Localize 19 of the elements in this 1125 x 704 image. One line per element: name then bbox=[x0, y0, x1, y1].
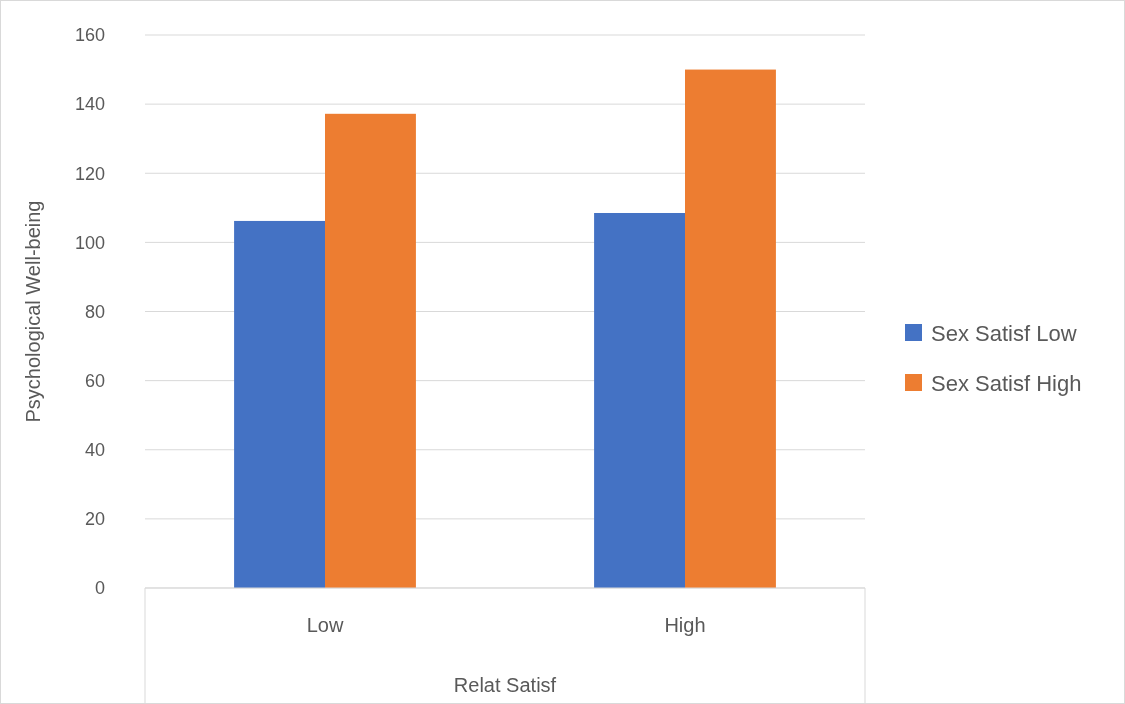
y-tick-label: 80 bbox=[84, 301, 105, 322]
bar bbox=[594, 213, 685, 588]
legend-label: Sex Satisf Low bbox=[931, 320, 1077, 346]
y-tick-label: 20 bbox=[84, 509, 105, 530]
bar bbox=[234, 220, 325, 588]
y-tick-label: 100 bbox=[74, 232, 105, 253]
y-tick-label: 0 bbox=[94, 578, 105, 599]
bar bbox=[685, 69, 776, 588]
x-axis-title: Relat Satisf bbox=[453, 674, 557, 696]
x-tick-label: Low bbox=[306, 614, 344, 636]
bar bbox=[325, 113, 416, 588]
y-tick-label: 140 bbox=[74, 94, 105, 115]
y-tick-label: 120 bbox=[74, 163, 105, 184]
x-tick-label: High bbox=[664, 614, 706, 636]
y-tick-label: 40 bbox=[84, 440, 105, 461]
y-tick-label: 160 bbox=[74, 25, 105, 46]
legend-label: Sex Satisf High bbox=[931, 370, 1082, 396]
y-axis-title: Psychological Well-being bbox=[22, 200, 44, 423]
y-tick-label: 60 bbox=[84, 370, 105, 391]
